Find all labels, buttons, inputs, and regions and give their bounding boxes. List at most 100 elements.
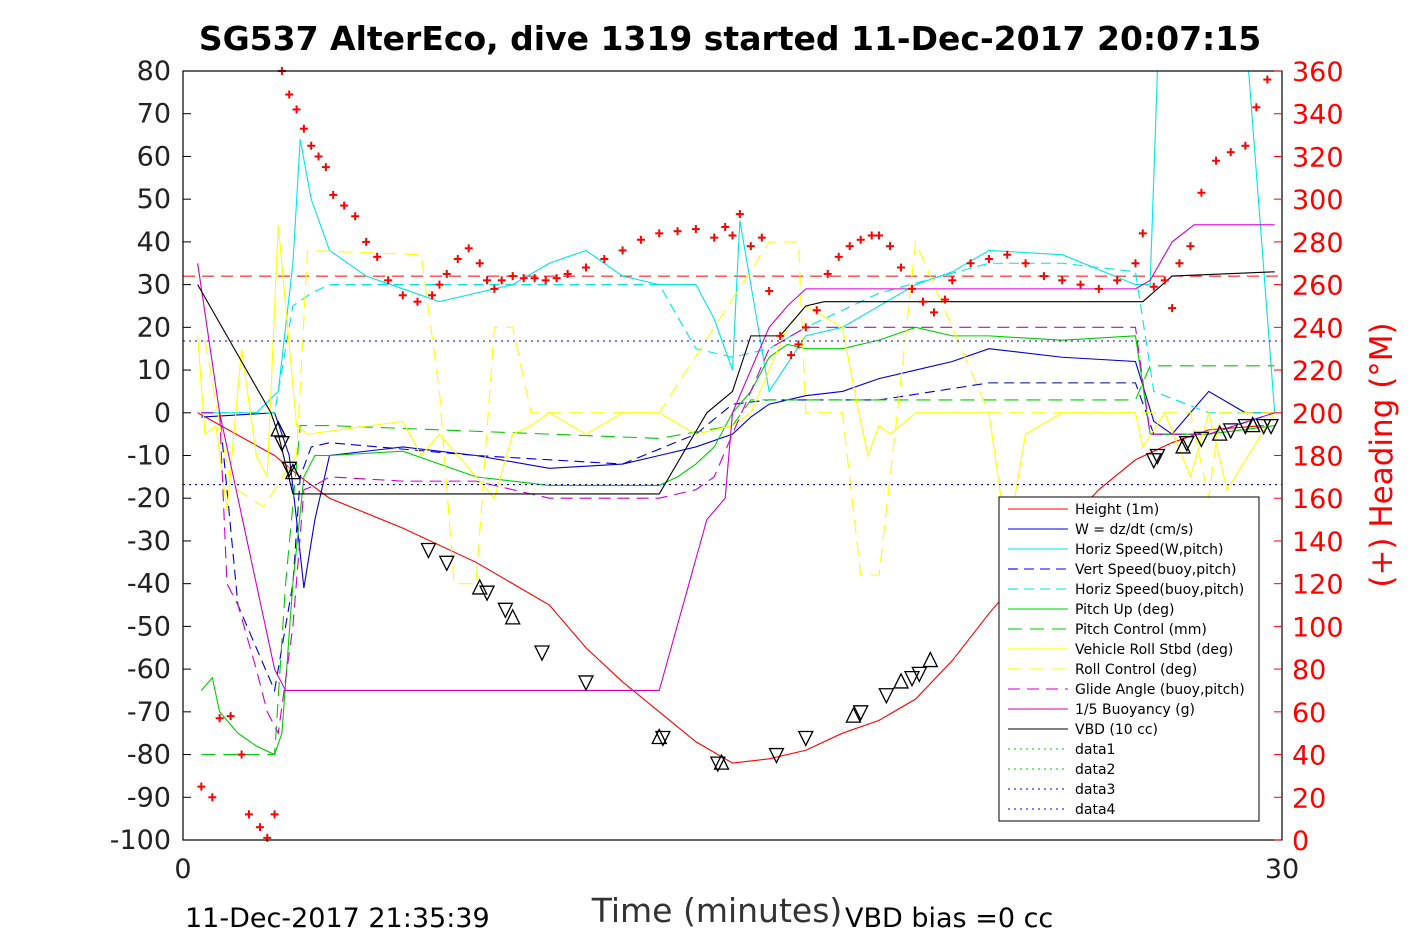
legend-box xyxy=(998,496,1260,822)
heading-point xyxy=(351,212,360,221)
series-line xyxy=(201,262,1275,414)
sample-marker xyxy=(768,747,785,765)
right-y-tick-label: 160 xyxy=(1292,484,1344,515)
legend-label: Glide Angle (buoy,pitch) xyxy=(1075,682,1245,698)
left-y-axis: 80 70 60 50 40 30 20 10 0 -10 -20 -30 -40 -50 -60 -70 -8… xyxy=(110,56,191,856)
legend-entry: W = dz/dt (cm/s) xyxy=(1008,522,1194,538)
y-tick-label: -50 xyxy=(127,611,171,642)
heading-point xyxy=(464,244,473,253)
sample-marker xyxy=(878,688,895,705)
heading-point xyxy=(746,242,755,251)
legend-label: Pitch Up (deg) xyxy=(1075,602,1174,618)
heading-point xyxy=(1039,272,1048,281)
legend-entry: Horiz Speed(W,pitch) xyxy=(1008,542,1223,558)
heading-points xyxy=(197,67,1272,842)
heading-point xyxy=(918,297,927,306)
heading-point xyxy=(208,793,217,802)
right-y-tick-label: 340 xyxy=(1292,100,1344,131)
y-tick-label: 80 xyxy=(137,56,171,87)
legend: Height (1m) W = dz/dt (cm/s) Horiz Speed(W… xyxy=(998,496,1260,822)
legend-entry: data4 xyxy=(1008,802,1116,818)
sample-marker xyxy=(281,461,298,478)
sample-marker xyxy=(903,671,921,688)
sample-marker xyxy=(1149,448,1166,465)
legend-label: data4 xyxy=(1075,802,1116,818)
heading-point xyxy=(1131,259,1140,268)
heading-point xyxy=(1241,141,1250,150)
series-line xyxy=(197,271,1275,495)
heading-point xyxy=(867,231,876,240)
sample-marker xyxy=(504,608,521,625)
legend-label: W = dz/dt (cm/s) xyxy=(1075,522,1194,538)
y-tick-label: 0 xyxy=(154,398,171,429)
footer-vbd-bias: VBD bias =0 cc xyxy=(845,903,1053,934)
x-axis: 0 30 xyxy=(174,832,1299,885)
series-line xyxy=(197,224,1275,692)
heading-point xyxy=(875,231,884,240)
heading-point xyxy=(581,263,590,272)
sample-marker xyxy=(471,578,488,595)
heading-point xyxy=(834,252,843,261)
heading-point xyxy=(735,210,744,219)
y-tick-label: -70 xyxy=(127,697,171,728)
heading-point xyxy=(384,276,393,285)
sample-marker xyxy=(1178,436,1195,453)
heading-point xyxy=(757,233,766,242)
heading-point xyxy=(940,295,949,304)
heading-point xyxy=(362,237,371,246)
sample-marker xyxy=(852,705,869,722)
heading-point xyxy=(373,252,382,261)
heading-point xyxy=(600,254,609,263)
heading-point xyxy=(508,272,517,281)
legend-label: data2 xyxy=(1075,762,1115,778)
sample-marker xyxy=(922,651,939,668)
heading-point xyxy=(285,90,294,99)
heading-point xyxy=(340,201,349,210)
y-tick-label: -90 xyxy=(127,782,171,813)
right-y-tick-label: 280 xyxy=(1292,228,1344,259)
y-tick-label: 60 xyxy=(137,141,171,172)
right-y-tick-label: 320 xyxy=(1292,142,1344,173)
heading-point xyxy=(483,276,492,285)
sample-marker xyxy=(577,675,595,692)
sample-marker xyxy=(273,436,290,453)
heading-point xyxy=(314,152,323,161)
heading-point xyxy=(636,235,645,244)
legend-entry: Glide Angle (buoy,pitch) xyxy=(1008,682,1245,698)
right-y-tick-label: 200 xyxy=(1292,399,1344,430)
heading-point xyxy=(226,712,235,721)
right-y-tick-label: 0 xyxy=(1292,826,1309,857)
heading-point xyxy=(794,340,803,349)
sample-marker xyxy=(654,730,671,747)
heading-point xyxy=(655,229,664,238)
heading-point xyxy=(1021,259,1030,268)
heading-point xyxy=(948,276,957,285)
chart-title: SG537 AlterEco, dive 1319 started 11-Dec… xyxy=(199,19,1261,58)
right-y-tick-label: 360 xyxy=(1292,57,1344,88)
y-tick-label: 30 xyxy=(137,270,171,301)
right-y-tick-label: 180 xyxy=(1292,442,1344,473)
y-tick-label: -40 xyxy=(127,569,171,600)
heading-point xyxy=(823,269,832,278)
heading-point xyxy=(490,284,499,293)
sample-marker xyxy=(420,542,437,559)
heading-point xyxy=(1263,75,1272,84)
heading-point xyxy=(856,235,865,244)
legend-entry: Vehicle Roll Stbd (deg) xyxy=(1008,642,1233,658)
y-tick-label: -80 xyxy=(127,740,171,771)
legend-entry: Roll Control (deg) xyxy=(1008,662,1197,678)
right-y-tick-label: 220 xyxy=(1292,356,1344,387)
heading-point xyxy=(413,297,422,306)
heading-point xyxy=(552,274,561,283)
heading-point xyxy=(845,242,854,251)
sample-marker xyxy=(1193,431,1210,448)
heading-point xyxy=(435,280,444,289)
y-tick-label: 20 xyxy=(137,312,171,343)
legend-label: Height (1m) xyxy=(1075,502,1159,518)
legend-label: Horiz Speed(W,pitch) xyxy=(1075,542,1223,558)
legend-label: data3 xyxy=(1075,782,1115,798)
heading-point xyxy=(321,163,330,172)
footer-timestamp: 11-Dec-2017 21:35:39 xyxy=(185,903,490,934)
heading-point xyxy=(1226,148,1235,157)
heading-point xyxy=(812,306,821,315)
